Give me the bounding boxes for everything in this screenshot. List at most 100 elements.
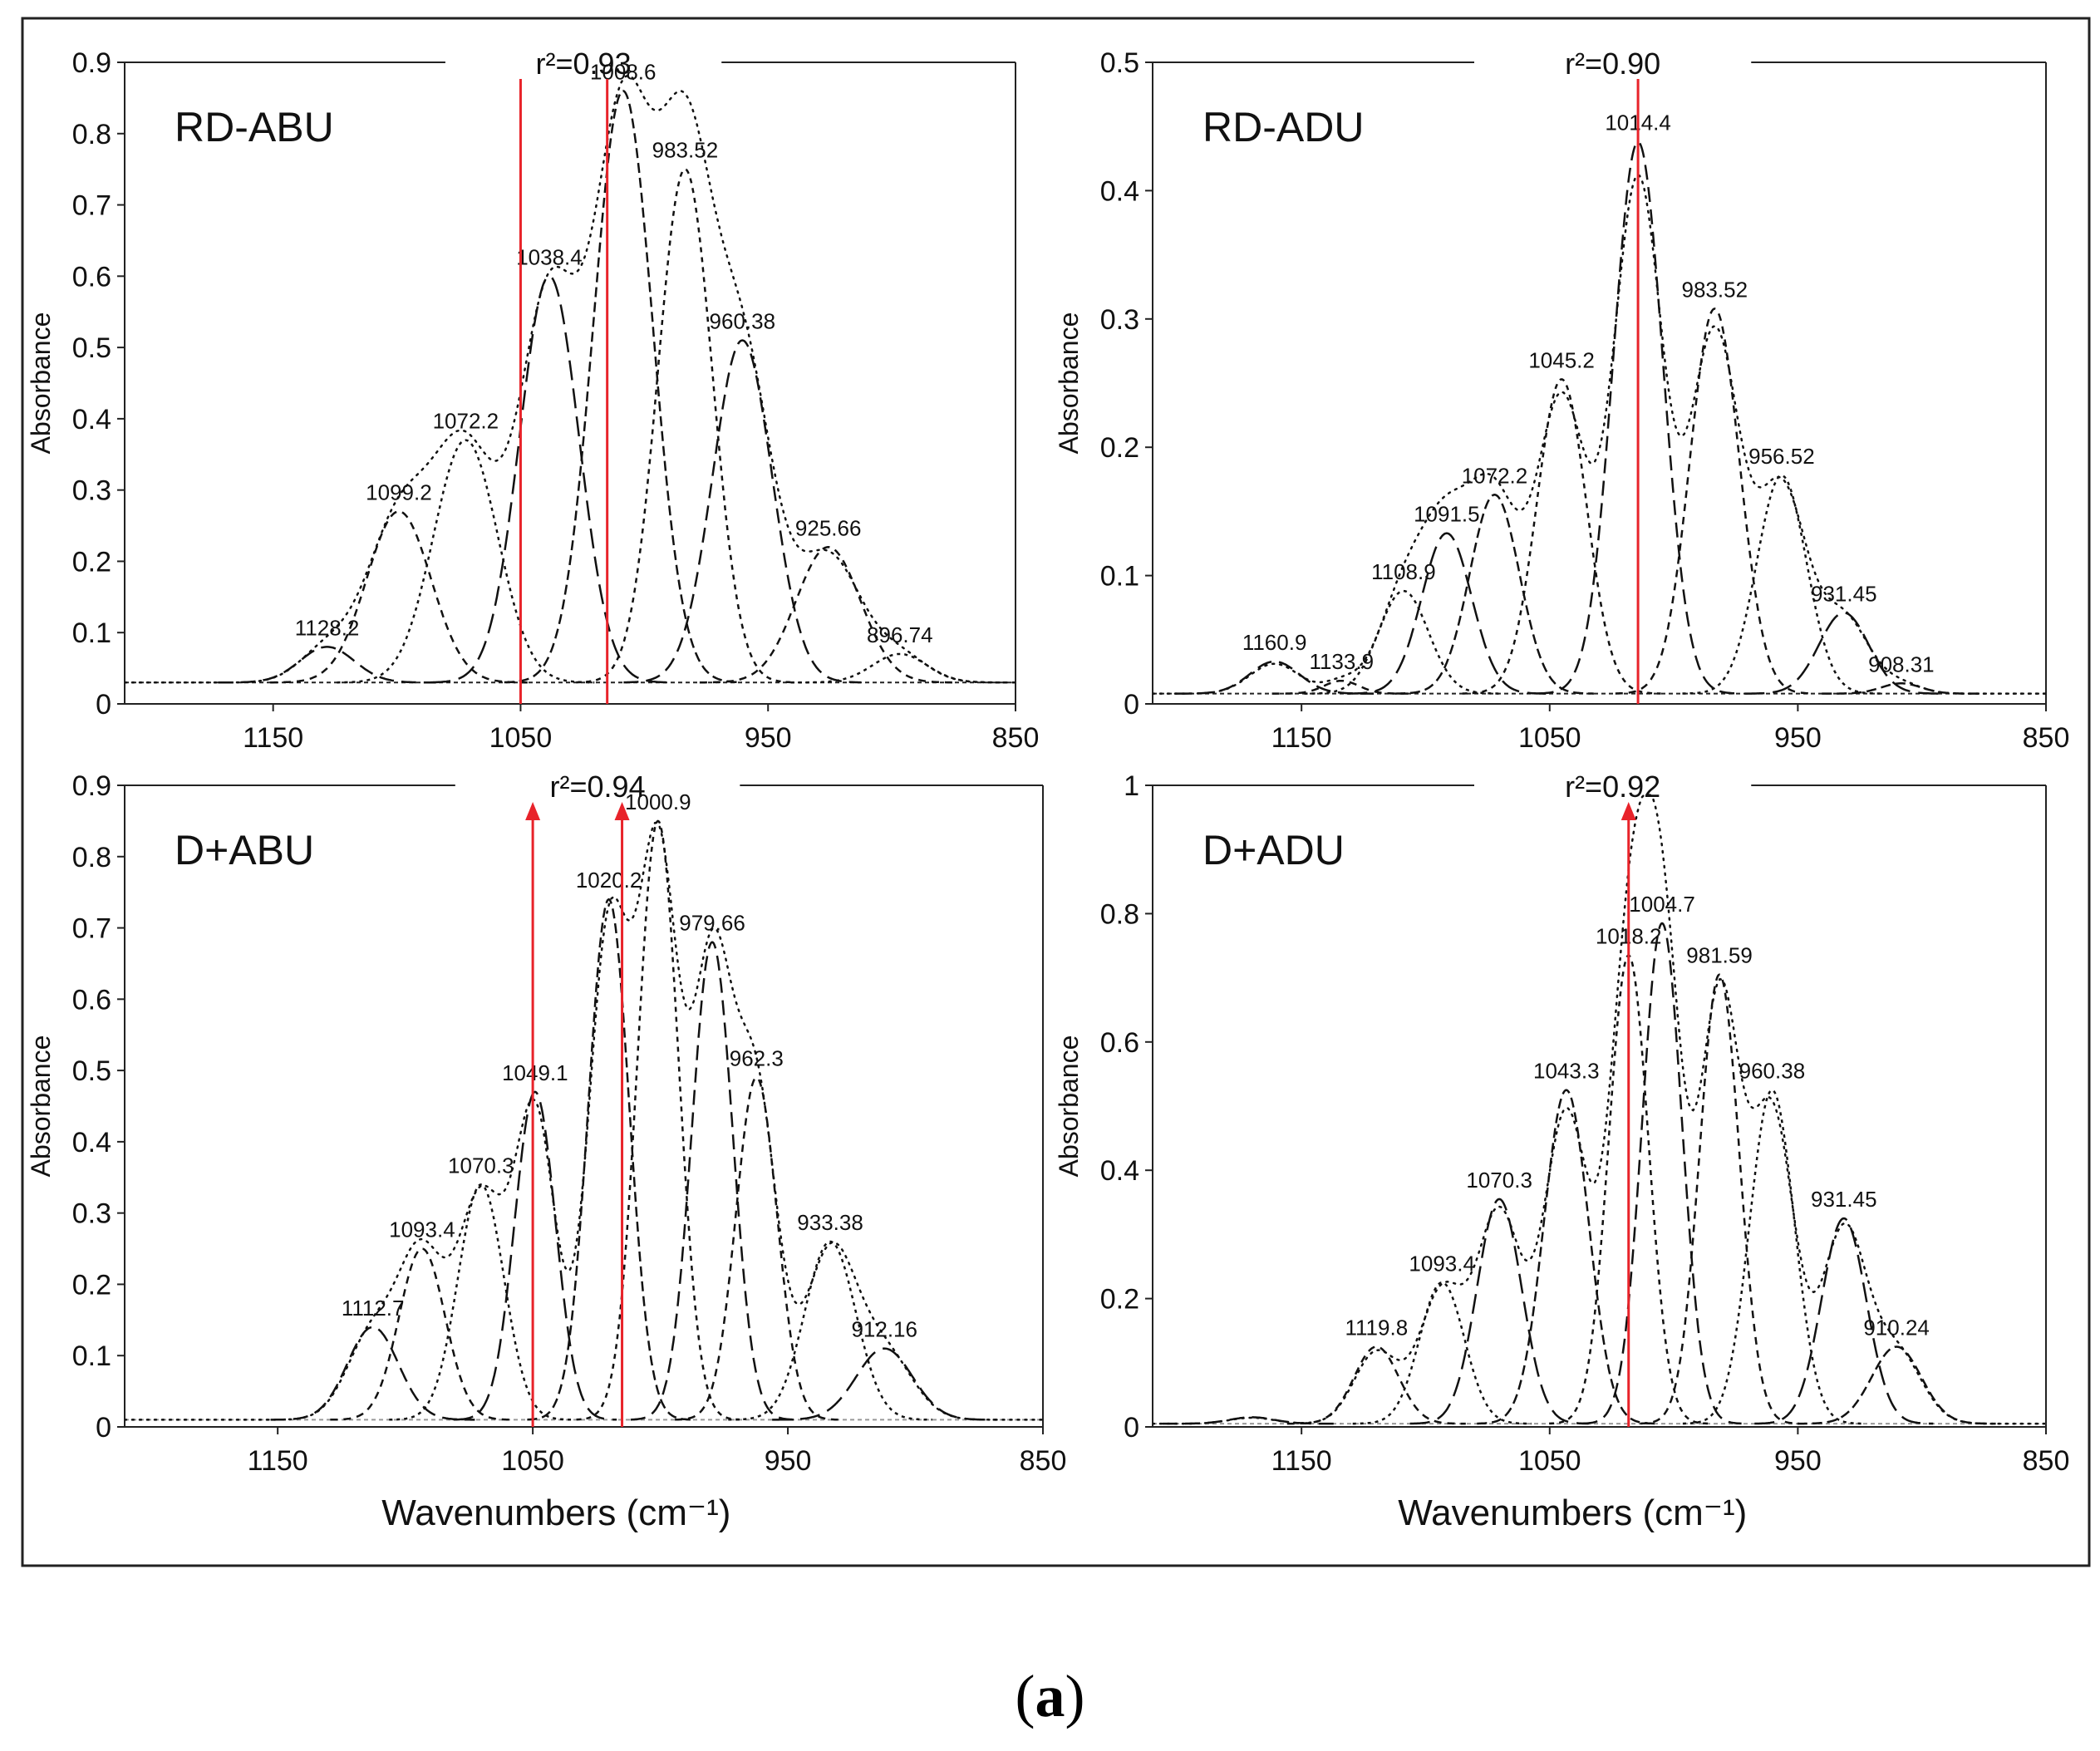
peak-curve bbox=[1352, 1281, 1532, 1425]
peak-label: 912.16 bbox=[851, 1317, 917, 1342]
x-axis-label: Wavenumbers (cm⁻¹) bbox=[381, 1493, 730, 1533]
peak-label: 1099.2 bbox=[366, 480, 432, 504]
y-tick-label: 0.3 bbox=[72, 1198, 111, 1230]
y-tick-label: 0.8 bbox=[72, 842, 111, 873]
y-tick-label: 0.4 bbox=[72, 1127, 111, 1158]
x-tick-label: 1150 bbox=[1271, 722, 1332, 754]
envelope-curve bbox=[125, 74, 1016, 684]
y-axis-label: Absorbance bbox=[1054, 1035, 1084, 1178]
figure-caption: (a) bbox=[0, 1662, 2100, 1731]
y-axis-label: Absorbance bbox=[1054, 312, 1084, 455]
r2-label: r²=0.92 bbox=[1565, 770, 1660, 804]
peak-curve bbox=[504, 89, 742, 684]
peak-curve bbox=[728, 1240, 932, 1421]
y-tick-label: 0.6 bbox=[1100, 1027, 1139, 1059]
y-tick-label: 0.6 bbox=[72, 984, 111, 1016]
y-tick-label: 0.2 bbox=[72, 546, 111, 578]
peak-curve bbox=[1477, 1089, 1656, 1425]
peak-label: 1072.2 bbox=[1462, 463, 1528, 488]
peak-label: 1112.7 bbox=[342, 1296, 405, 1321]
peak-curve bbox=[1409, 1198, 1589, 1425]
peak-curve bbox=[576, 819, 740, 1421]
x-tick-label: 1150 bbox=[243, 722, 303, 754]
x-tick-label: 850 bbox=[2023, 722, 2070, 754]
peak-label: 960.38 bbox=[710, 309, 776, 334]
peak-label: 1091.5 bbox=[1414, 502, 1480, 527]
peak-label: 1004.7 bbox=[1629, 892, 1695, 917]
x-tick-label: 1050 bbox=[489, 722, 553, 754]
chart-d-adu: r²=0.92 D+ADU 0 0.2 0.4 0.6 0.8 1 1150 1050 950 850… bbox=[1054, 770, 2069, 1533]
peak-label: 1045.2 bbox=[1528, 347, 1595, 372]
peak-label: 983.52 bbox=[1682, 277, 1748, 302]
y-tick-label: 0.2 bbox=[1100, 1284, 1139, 1316]
peak-label: 1072.2 bbox=[433, 409, 499, 434]
panel-title: RD-ABU bbox=[175, 104, 334, 150]
peak-curve bbox=[1538, 140, 1738, 695]
peak-curve bbox=[270, 510, 528, 684]
peak-label: 1008.6 bbox=[590, 59, 657, 84]
y-axis-label: Absorbance bbox=[26, 1035, 56, 1178]
y-tick-label: 0.1 bbox=[72, 1340, 111, 1372]
peak-curve bbox=[337, 439, 595, 684]
x-tick-label: 1150 bbox=[1271, 1445, 1332, 1477]
envelope-curve bbox=[125, 821, 1043, 1421]
peak-curve bbox=[699, 546, 957, 684]
y-tick-label: 1 bbox=[1124, 770, 1139, 802]
y-axis-label: Absorbance bbox=[26, 312, 56, 455]
x-tick-label: 950 bbox=[1774, 722, 1822, 754]
chart-rd-abu: r²=0.93 RD-ABU 0 0.1 0.2 0.3 0.4 0.5 0.6 0.7 0.8 0.… bbox=[26, 47, 1039, 754]
peak-label: 908.31 bbox=[1868, 652, 1935, 676]
x-tick-label: 850 bbox=[1020, 1445, 1067, 1477]
peak-curve bbox=[1462, 378, 1661, 695]
x-tick-label: 950 bbox=[765, 1445, 812, 1477]
envelope-curve bbox=[1153, 794, 2046, 1425]
peak-label: 1043.3 bbox=[1533, 1059, 1600, 1084]
peak-label: 1070.3 bbox=[1466, 1168, 1532, 1193]
y-tick-label: 0 bbox=[96, 689, 111, 721]
peak-curve bbox=[1615, 307, 1814, 695]
r2-label: r²=0.93 bbox=[536, 47, 632, 81]
peak-curve bbox=[389, 1183, 573, 1421]
peak-curve bbox=[1744, 612, 1944, 695]
peak-curve bbox=[772, 1347, 997, 1421]
peak-curve bbox=[1304, 589, 1503, 695]
chart-d-abu: r²=0.94 D+ABU 0 0.1 0.2 0.3 0.4 0.5 0.6 0.7 0.8 0.9… bbox=[26, 770, 1066, 1533]
peak-curve bbox=[330, 1247, 514, 1421]
x-tick-label: 1050 bbox=[1518, 1445, 1581, 1477]
y-tick-label: 0.1 bbox=[1100, 561, 1139, 593]
peak-label: 896.74 bbox=[867, 622, 933, 647]
x-tick-label: 950 bbox=[745, 722, 792, 754]
peak-label: 1093.4 bbox=[1409, 1251, 1475, 1276]
peak-curve bbox=[1286, 1345, 1466, 1425]
envelope-curve bbox=[1153, 174, 2046, 695]
peak-curve bbox=[623, 339, 862, 684]
peak-label: 960.38 bbox=[1739, 1059, 1806, 1084]
peak-curve bbox=[1640, 973, 1799, 1425]
peak-label: 1000.9 bbox=[625, 789, 691, 814]
caption-close-paren: ) bbox=[1065, 1663, 1085, 1729]
y-tick-label: 0.3 bbox=[72, 475, 111, 507]
peak-curve bbox=[1754, 1217, 1934, 1425]
peak-curve bbox=[790, 652, 1009, 684]
y-tick-label: 0.4 bbox=[1100, 1155, 1139, 1187]
y-tick-label: 0.8 bbox=[72, 119, 111, 150]
peak-label: 1160.9 bbox=[1242, 630, 1307, 655]
x-tick-label: 850 bbox=[992, 722, 1040, 754]
y-tick-label: 0.5 bbox=[72, 332, 111, 364]
peak-curve bbox=[1347, 532, 1547, 695]
peak-label: 1093.4 bbox=[389, 1217, 455, 1242]
y-tick-label: 0.2 bbox=[72, 1269, 111, 1301]
peak-curve bbox=[675, 1076, 839, 1421]
y-tick-label: 0.2 bbox=[1100, 432, 1139, 464]
peak-curve bbox=[1395, 494, 1594, 695]
chart-rd-adu: r²=0.90 RD-ADU 0 0.1 0.2 0.3 0.4 0.5 1150 1050 950… bbox=[1054, 47, 2069, 754]
y-tick-label: 0.8 bbox=[1100, 898, 1139, 930]
y-tick-label: 0.4 bbox=[72, 404, 111, 435]
x-tick-label: 1050 bbox=[1518, 722, 1581, 754]
peak-label: 931.45 bbox=[1811, 1187, 1877, 1212]
peak-label: 1119.8 bbox=[1345, 1316, 1409, 1340]
peak-curve bbox=[1175, 660, 1375, 695]
y-tick-label: 0 bbox=[1124, 1412, 1139, 1444]
peak-label: 1133.9 bbox=[1309, 649, 1374, 674]
caption-open-paren: ( bbox=[1015, 1663, 1035, 1729]
